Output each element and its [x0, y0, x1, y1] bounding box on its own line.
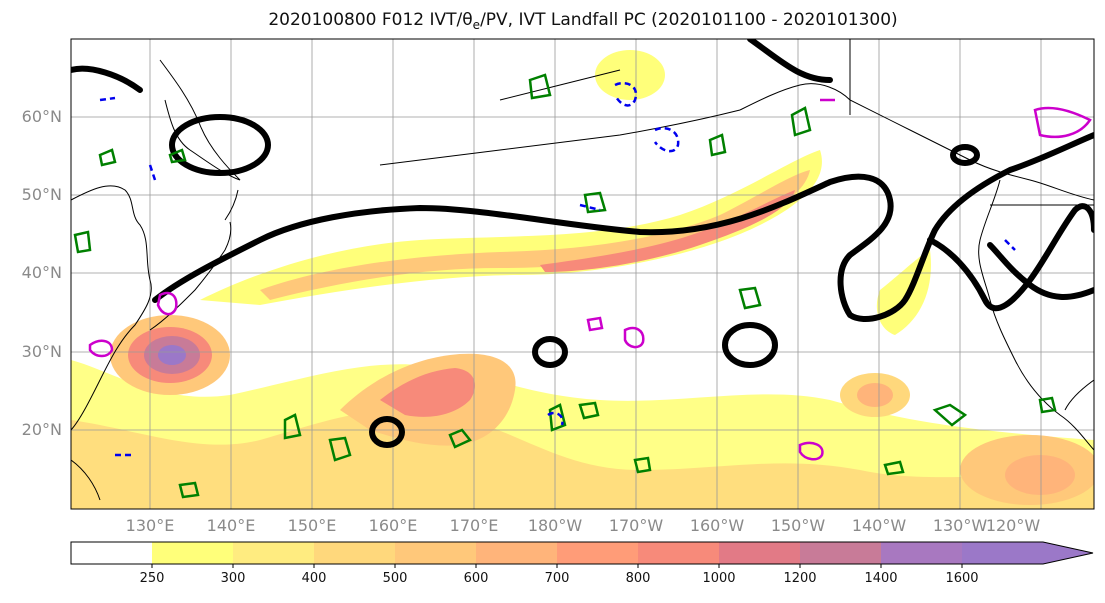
colorbar-swatch	[881, 542, 963, 564]
lon-label: 170°E	[450, 516, 499, 535]
ivt-shading	[71, 50, 1094, 509]
latitude-labels: 60°N 50°N 40°N 30°N 20°N	[22, 107, 62, 439]
colorbar-tick-label: 400	[302, 571, 327, 586]
lon-label: 150°W	[771, 516, 826, 535]
lon-label: 140°W	[852, 516, 907, 535]
lat-label: 30°N	[22, 342, 62, 361]
chart-title: 2020100800 F012 IVT/θe/PV, IVT Landfall …	[268, 10, 897, 32]
colorbar-outline	[70, 541, 1094, 565]
theta-e-contours	[73, 73, 1057, 499]
gridlines	[71, 39, 1094, 509]
colorbar-tick-label: 1600	[945, 571, 978, 586]
lat-label: 50°N	[22, 185, 62, 204]
colorbar	[70, 541, 1094, 565]
lon-label: 130°W	[933, 516, 988, 535]
colorbar-swatch	[395, 542, 477, 564]
coastlines	[71, 39, 1094, 501]
colorbar-tick-label: 1200	[783, 571, 816, 586]
lat-label: 40°N	[22, 263, 62, 282]
colorbar-tick-label: 1000	[702, 571, 735, 586]
colorbar-tick-label: 800	[626, 571, 651, 586]
colorbar-tick-label: 250	[140, 571, 165, 586]
colorbar-extension	[1043, 542, 1093, 564]
colorbar-swatch	[476, 542, 558, 564]
colorbar-swatch	[962, 542, 1044, 564]
lon-label: 180°W	[528, 516, 583, 535]
colorbar-labels: 250 300 400 500 600 700 800 1000 1200 1400 1600	[140, 564, 979, 586]
colorbar-swatch	[152, 542, 234, 564]
lon-label: 170°W	[609, 516, 664, 535]
lon-label: 160°W	[690, 516, 745, 535]
colorbar-tick-label: 600	[464, 571, 489, 586]
colorbar-swatch	[71, 542, 153, 564]
colorbar-tick-label: 1400	[864, 571, 897, 586]
lat-label: 20°N	[22, 420, 62, 439]
theta-e-negative-contours	[99, 81, 1016, 457]
pv-magenta-contours	[88, 98, 1092, 461]
colorbar-swatch	[638, 542, 720, 564]
colorbar-tick-label: 500	[383, 571, 408, 586]
colorbar-tick-label: 700	[545, 571, 570, 586]
lon-label: 140°E	[207, 516, 256, 535]
longitude-labels: 130°E 140°E 150°E 160°E 170°E 180°W 170°…	[126, 516, 1041, 535]
lon-label: 160°E	[369, 516, 418, 535]
colorbar-swatch	[557, 542, 639, 564]
colorbar-tick-label: 300	[221, 571, 246, 586]
lon-label: 130°E	[126, 516, 175, 535]
lon-label: 150°E	[288, 516, 337, 535]
colorbar-swatch	[800, 542, 882, 564]
map-border	[70, 38, 1095, 510]
pv-contours	[71, 39, 1094, 448]
colorbar-swatch	[719, 542, 801, 564]
lat-label: 60°N	[22, 107, 62, 126]
colorbar-swatch	[233, 542, 315, 564]
colorbar-swatch	[314, 542, 396, 564]
map-content	[71, 39, 1094, 509]
lon-label: 120°W	[986, 516, 1041, 535]
